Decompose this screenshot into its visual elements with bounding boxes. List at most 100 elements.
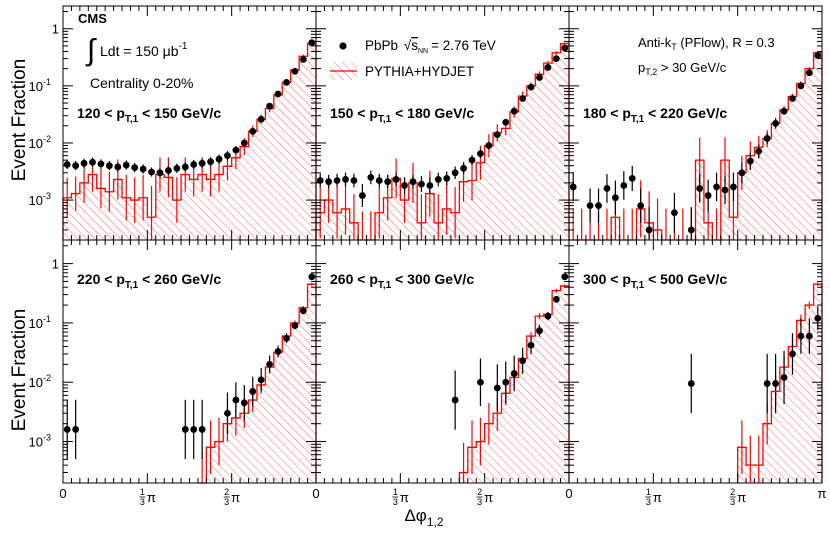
legend-sqrt: √ <box>404 38 412 53</box>
pbpb-point <box>485 142 493 149</box>
pbpb-point <box>544 312 552 320</box>
x-tick-frac-den: 3 <box>646 497 651 507</box>
y-tick-label: 10-3 <box>29 191 51 208</box>
x-tick-frac-den: 3 <box>393 497 398 507</box>
y-tick-label: 10-1 <box>29 77 51 94</box>
pbpb-point <box>333 177 341 184</box>
pbpb-point <box>63 161 71 168</box>
legend-data-name: PbPb <box>365 38 398 53</box>
mc-step-line <box>197 283 317 484</box>
pbpb-point <box>805 69 813 77</box>
pbpb-point <box>274 348 282 355</box>
y-tick-exp: -2 <box>43 373 51 383</box>
pt2-rest: > 30 GeV/c <box>657 60 727 75</box>
pbpb-point <box>493 384 501 392</box>
pbpb-point <box>595 202 602 210</box>
algo-label: Anti-kT (PFlow), R = 0.3 <box>638 35 775 52</box>
pbpb-point <box>215 155 223 163</box>
pbpb-point <box>637 202 645 210</box>
algo-sub: T <box>671 42 677 52</box>
panel-pt-label: 150 < pT,1 < 180 GeV/c <box>330 105 474 125</box>
xlabel: Δφ1,2 <box>404 506 443 529</box>
y-tick-label: 10-1 <box>29 314 51 331</box>
pbpb-point <box>628 174 636 182</box>
legend-s: s <box>411 38 418 53</box>
pbpb-point <box>789 350 796 358</box>
panel-pt-hi: < 500 GeV/c <box>644 271 727 287</box>
pbpb-point <box>704 192 712 199</box>
pbpb-point <box>451 396 459 404</box>
panel-pt-hi: < 150 GeV/c <box>138 105 221 121</box>
legend-energy: = 2.76 TeV <box>431 38 496 53</box>
pbpb-point <box>611 194 619 202</box>
y-tick-label: 1 <box>52 257 59 272</box>
pbpb-point <box>780 107 788 115</box>
pbpb-point <box>257 115 265 123</box>
x-tick-frac-pi: π <box>147 490 156 505</box>
panel-pt-label: 300 < pT,1 < 500 GeV/c <box>583 271 727 291</box>
pbpb-point <box>392 176 400 183</box>
pbpb-point <box>384 178 392 186</box>
pbpb-point <box>687 226 695 234</box>
pbpb-point <box>468 156 476 164</box>
pbpb-point <box>358 192 366 199</box>
mc-hatch-area <box>569 52 822 241</box>
y-tick-exp: -1 <box>43 77 51 87</box>
pbpb-point <box>283 334 290 342</box>
pbpb-point <box>181 163 189 171</box>
pbpb-point <box>409 178 417 186</box>
y-tick-base: 10 <box>29 79 43 94</box>
pbpb-point <box>63 426 71 433</box>
ylabel-top: Event Fraction <box>9 59 30 182</box>
x-tick-label: 0 <box>312 486 319 501</box>
pbpb-point <box>274 90 282 98</box>
cms-label: CMS <box>78 11 107 26</box>
x-tick-frac-pi: π <box>231 490 240 505</box>
centrality-label: Centrality 0-20% <box>90 75 194 91</box>
pbpb-point <box>780 374 788 381</box>
pbpb-point <box>536 327 543 335</box>
panel-pt-lo: 300 < p <box>583 271 631 287</box>
pbpb-point <box>350 177 358 184</box>
pbpb-point <box>173 164 181 172</box>
y-tick-base: 10 <box>29 193 43 208</box>
pbpb-point <box>519 95 527 102</box>
pbpb-point <box>536 74 543 81</box>
panel-pt-sub: T,1 <box>631 280 645 291</box>
pbpb-point <box>805 332 813 340</box>
y-tick-label: 10-2 <box>29 373 51 390</box>
luminosity-exp: -1 <box>179 41 188 52</box>
panel-pt-label: 220 < pT,1 < 260 GeV/c <box>77 271 221 291</box>
y-tick-base: 10 <box>29 316 43 331</box>
panel-pt-hi: < 300 GeV/c <box>391 271 474 287</box>
pbpb-point <box>224 152 231 160</box>
pbpb-point <box>291 67 299 75</box>
pbpb-point <box>620 182 628 189</box>
pbpb-point <box>552 295 560 303</box>
panel-pt-lo: 220 < p <box>77 271 125 287</box>
y-tick-base: 10 <box>29 136 43 151</box>
x-tick-frac-pi: π <box>400 490 409 505</box>
legend: PbPb √sNN = 2.76 TeV PYTHIA+HYDJET <box>330 38 496 80</box>
y-tick-exp: -1 <box>43 314 51 324</box>
x-tick-frac-num: 1 <box>393 487 398 497</box>
pbpb-point <box>477 150 484 158</box>
pbpb-point <box>190 426 198 433</box>
pt2-sub: T,2 <box>645 67 657 77</box>
mc-step-line <box>315 42 570 241</box>
pbpb-point <box>375 177 383 184</box>
xlabel-main: Δφ <box>404 506 426 525</box>
pbpb-point <box>249 388 257 395</box>
x-tick-frac-pi: π <box>653 490 662 505</box>
panel-pt-hi: < 260 GeV/c <box>138 271 221 287</box>
pbpb-point <box>763 135 771 142</box>
x-tick-frac-den: 3 <box>140 497 145 507</box>
pbpb-point <box>114 163 122 171</box>
x-tick-frac-num: 2 <box>477 487 482 497</box>
pbpb-point <box>797 332 805 340</box>
pbpb-point <box>586 202 594 210</box>
pbpb-point <box>308 39 316 47</box>
pbpb-point <box>266 360 274 368</box>
pbpb-point <box>797 82 805 90</box>
